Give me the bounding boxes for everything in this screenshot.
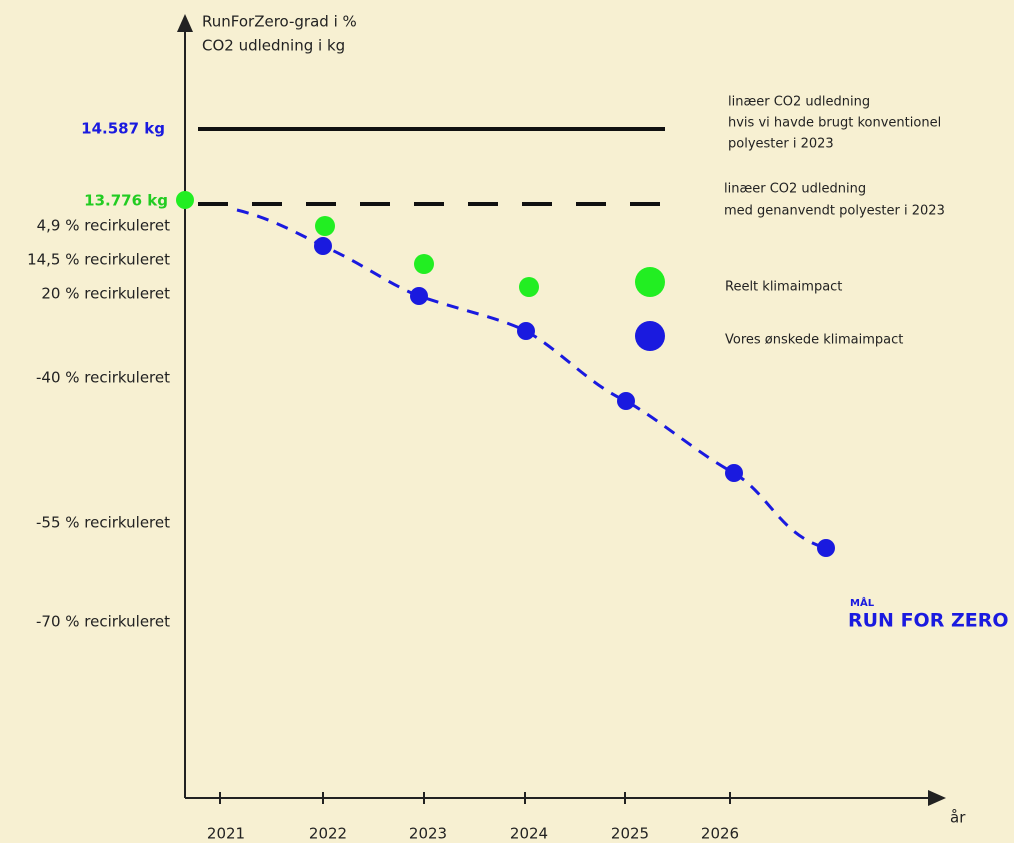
actual-point	[414, 254, 434, 274]
target-point	[410, 287, 428, 305]
target-point	[617, 392, 635, 410]
annotation: polyester i 2023	[728, 137, 834, 152]
actual-point	[519, 277, 539, 297]
target-point	[314, 237, 332, 255]
target-path	[236, 208, 827, 550]
annotation: med genanvendt polyester i 2023	[724, 204, 945, 219]
x-label: 2021	[207, 825, 245, 843]
x-label: 2026	[701, 825, 739, 843]
y-arrow	[177, 14, 193, 32]
target-point	[817, 539, 835, 557]
goal-big: RUN FOR ZERO	[848, 610, 1009, 632]
legend-label: Reelt klimaimpact	[725, 280, 842, 295]
actual-point	[176, 191, 194, 209]
kg-label: 14.587 kg	[81, 120, 165, 138]
annotation: linæer CO2 udledning	[728, 95, 870, 110]
actual-point	[315, 216, 335, 236]
annotation: linæer CO2 udledning	[724, 182, 866, 197]
x-label: 2022	[309, 825, 347, 843]
annotation: hvis vi havde brugt konventionel	[728, 116, 941, 131]
y-label: -55 % recirkuleret	[36, 514, 170, 532]
axis-title: CO2 udledning i kg	[202, 37, 345, 55]
y-label: -70 % recirkuleret	[36, 613, 170, 631]
legend-label: Vores ønskede klimaimpact	[725, 333, 903, 348]
y-label: 4,9 % recirkuleret	[37, 217, 170, 235]
x-arrow	[928, 790, 946, 806]
x-axis-label: år	[950, 809, 966, 827]
x-label: 2025	[611, 825, 649, 843]
goal-small: MÅL	[850, 596, 875, 609]
legend-marker	[635, 267, 665, 297]
target-point	[725, 464, 743, 482]
x-label: 2024	[510, 825, 548, 843]
x-ticks	[219, 792, 731, 804]
legend-marker	[635, 321, 665, 351]
kg-label: 13.776 kg	[84, 192, 168, 210]
y-label: 20 % recirkuleret	[41, 285, 170, 303]
x-label: 2023	[409, 825, 447, 843]
axis-title: RunForZero-grad i %	[202, 13, 357, 31]
target-point	[517, 322, 535, 340]
y-label: 14,5 % recirkuleret	[27, 251, 170, 269]
y-label: -40 % recirkuleret	[36, 369, 170, 387]
